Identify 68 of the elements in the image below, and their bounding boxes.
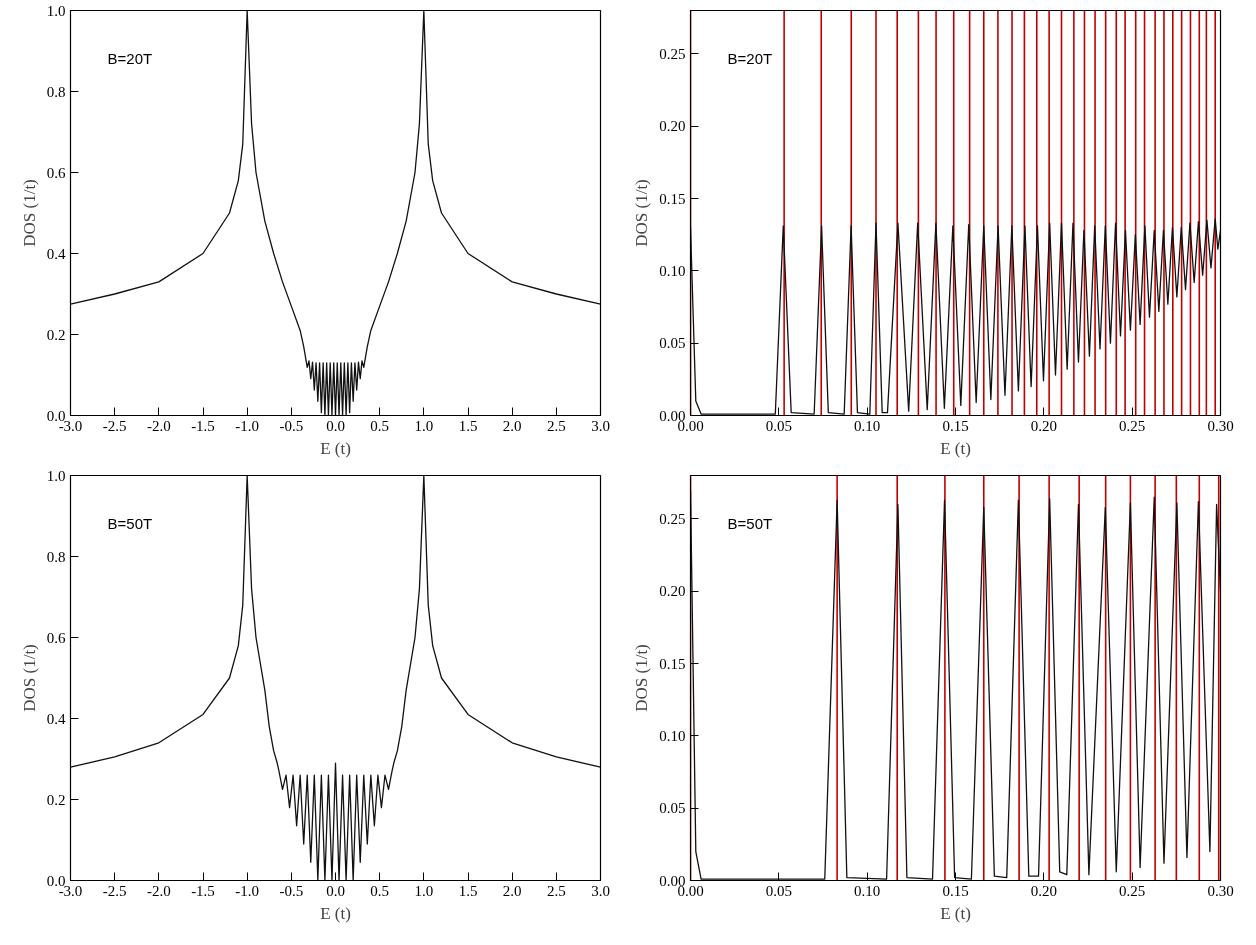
x-tick-label: 2.5 xyxy=(546,882,566,899)
y-tick-label: 0.20 xyxy=(659,118,686,135)
y-tick-label: 0.2 xyxy=(46,326,66,343)
x-tick-label: 0.5 xyxy=(370,417,390,434)
x-tick-label: 0.10 xyxy=(854,417,881,434)
x-tick-label: 1.0 xyxy=(414,882,434,899)
x-tick-label: 0.30 xyxy=(1207,882,1234,899)
x-tick-label: -2.0 xyxy=(146,417,171,434)
y-tick-label: 0.25 xyxy=(659,45,686,62)
y-tick-label: 0.15 xyxy=(659,655,686,672)
x-tick-label: 0.0 xyxy=(326,417,345,434)
y-tick-label: 0.10 xyxy=(659,262,686,279)
x-tick-label: 0.25 xyxy=(1119,882,1146,899)
x-tick-label: 2.0 xyxy=(502,417,522,434)
x-tick-label: -1.5 xyxy=(191,882,215,899)
x-axis-title: E (t) xyxy=(940,903,971,923)
x-axis-title: E (t) xyxy=(320,438,351,458)
x-tick-label: -2.5 xyxy=(102,417,127,434)
x-tick-label: 0.20 xyxy=(1030,882,1057,899)
x-tick-label: 1.5 xyxy=(458,417,478,434)
y-axis-title: DOS (1/t) xyxy=(632,179,652,247)
x-tick-label: 0.05 xyxy=(765,417,792,434)
x-tick-label: 1.0 xyxy=(414,417,434,434)
annotation: B=20T xyxy=(107,50,153,68)
y-tick-label: 0.20 xyxy=(659,583,686,600)
x-tick-label: 0.10 xyxy=(854,882,881,899)
y-tick-label: 1.0 xyxy=(46,2,66,19)
y-tick-label: 0.05 xyxy=(659,335,686,352)
x-tick-label: 0.5 xyxy=(370,882,390,899)
y-tick-label: 0.15 xyxy=(659,190,686,207)
x-tick-label: 0.30 xyxy=(1207,417,1234,434)
annotation: B=50T xyxy=(727,515,773,533)
y-tick-label: 0.6 xyxy=(46,629,66,646)
y-axis-title: DOS (1/t) xyxy=(19,644,39,712)
x-tick-label: -1.0 xyxy=(235,882,260,899)
x-tick-label: 2.0 xyxy=(502,882,522,899)
y-axis-title: DOS (1/t) xyxy=(632,644,652,712)
annotation: B=50T xyxy=(107,515,153,533)
y-tick-label: 0.25 xyxy=(659,510,686,527)
y-tick-label: 1.0 xyxy=(46,467,66,484)
x-tick-label: -0.5 xyxy=(279,417,304,434)
x-tick-label: 3.0 xyxy=(591,417,610,434)
x-tick-label: 3.0 xyxy=(591,882,610,899)
x-tick-label: -2.0 xyxy=(146,882,171,899)
x-tick-label: 0.15 xyxy=(942,882,969,899)
y-tick-label: 0.05 xyxy=(659,800,686,817)
x-tick-label: 0.15 xyxy=(942,417,969,434)
y-tick-label: 0.8 xyxy=(46,548,66,565)
annotation: B=20T xyxy=(727,50,773,68)
y-tick-label: 0.6 xyxy=(46,164,66,181)
x-tick-label: 0.0 xyxy=(326,882,345,899)
y-tick-label: 0.8 xyxy=(46,83,66,100)
y-tick-label: 0.4 xyxy=(46,710,66,727)
y-tick-label: 0.10 xyxy=(659,727,686,744)
x-tick-label: 1.5 xyxy=(458,882,478,899)
x-tick-label: -1.5 xyxy=(191,417,215,434)
x-tick-label: 0.25 xyxy=(1119,417,1146,434)
x-tick-label: 0.20 xyxy=(1030,417,1057,434)
x-axis-title: E (t) xyxy=(940,438,971,458)
x-tick-label: -1.0 xyxy=(235,417,260,434)
x-tick-label: -0.5 xyxy=(279,882,304,899)
x-tick-label: 0.05 xyxy=(765,882,792,899)
y-tick-label: 0.4 xyxy=(46,245,66,262)
x-tick-label: 2.5 xyxy=(546,417,566,434)
x-tick-label: -2.5 xyxy=(102,882,127,899)
x-axis-title: E (t) xyxy=(320,903,351,923)
y-axis-title: DOS (1/t) xyxy=(19,179,39,247)
y-tick-label: 0.2 xyxy=(46,791,66,808)
